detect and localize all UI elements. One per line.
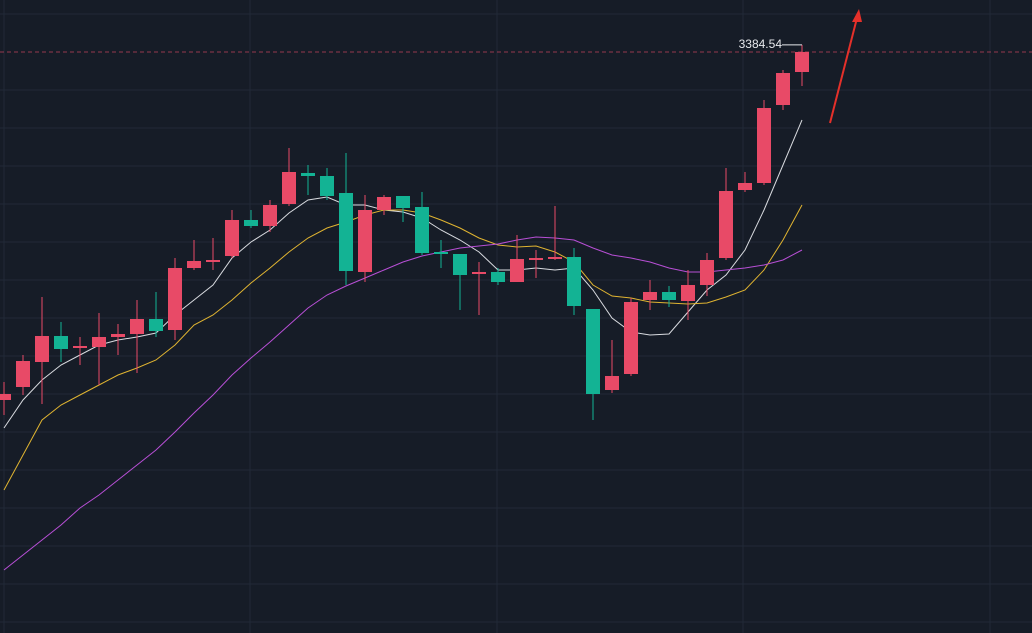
moving-average-line bbox=[3, 204, 803, 491]
arrow-head bbox=[852, 9, 862, 22]
high-price-label: 3384.54 bbox=[739, 37, 783, 51]
candle-body bbox=[643, 292, 657, 300]
candle-body bbox=[795, 52, 809, 72]
candle-body bbox=[415, 207, 429, 253]
candle-body bbox=[358, 210, 372, 272]
candle-body bbox=[586, 309, 600, 394]
candle-body bbox=[529, 258, 543, 260]
candle-body bbox=[149, 319, 163, 331]
candle-body bbox=[776, 73, 790, 105]
candle-body bbox=[548, 257, 562, 259]
candle-body bbox=[757, 108, 771, 183]
candle-body bbox=[282, 172, 296, 204]
candle-body bbox=[453, 254, 467, 275]
candle-body bbox=[225, 220, 239, 256]
candle-body bbox=[73, 346, 87, 348]
candle-body bbox=[130, 319, 144, 334]
candle-body bbox=[263, 205, 277, 226]
candle-body bbox=[206, 260, 220, 262]
candle-body bbox=[681, 285, 695, 301]
candle-body bbox=[92, 337, 106, 347]
candle-body bbox=[0, 394, 11, 400]
candle-body bbox=[168, 268, 182, 330]
trend-arrow bbox=[829, 9, 862, 124]
candle-body bbox=[320, 176, 334, 196]
candle-body bbox=[301, 173, 315, 176]
arrow-shaft bbox=[829, 17, 858, 124]
candle-body bbox=[510, 259, 524, 282]
candle-body bbox=[738, 183, 752, 190]
candle-body bbox=[491, 272, 505, 282]
candle-body bbox=[605, 376, 619, 390]
candle-body bbox=[624, 302, 638, 374]
candle-body bbox=[54, 336, 68, 349]
candle-body bbox=[434, 252, 448, 254]
candle-body bbox=[187, 261, 201, 268]
candle-body bbox=[396, 196, 410, 208]
moving-average-line bbox=[3, 236, 803, 571]
candle-body bbox=[700, 260, 714, 285]
candle-body bbox=[111, 334, 125, 337]
candle-body bbox=[719, 191, 733, 258]
candle-body bbox=[16, 361, 30, 387]
candle-body bbox=[377, 197, 391, 210]
candle-body bbox=[472, 272, 486, 274]
plot: 3384.54 bbox=[0, 37, 1032, 571]
candle-body bbox=[35, 336, 49, 362]
candle-body bbox=[662, 292, 676, 300]
candle-body bbox=[567, 257, 581, 306]
candle-body bbox=[339, 193, 353, 271]
candle-body bbox=[244, 220, 258, 226]
